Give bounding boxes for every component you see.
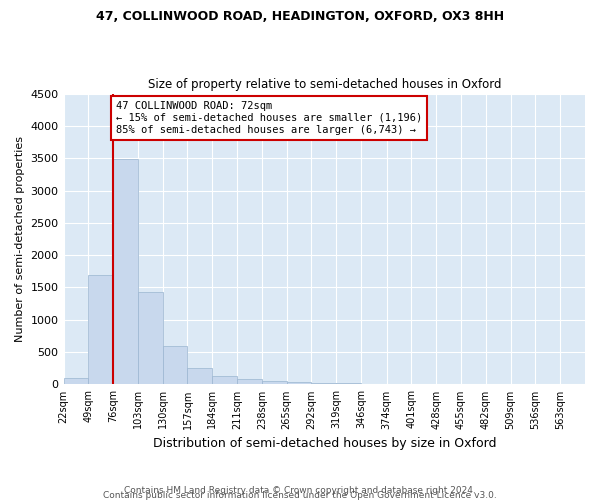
Text: 47, COLLINWOOD ROAD, HEADINGTON, OXFORD, OX3 8HH: 47, COLLINWOOD ROAD, HEADINGTON, OXFORD,… (96, 10, 504, 23)
Text: Contains public sector information licensed under the Open Government Licence v3: Contains public sector information licen… (103, 490, 497, 500)
Bar (287, 382, 311, 384)
Title: Size of property relative to semi-detached houses in Oxford: Size of property relative to semi-detach… (148, 78, 501, 91)
Text: Contains HM Land Registry data © Crown copyright and database right 2024.: Contains HM Land Registry data © Crown c… (124, 486, 476, 495)
Bar (163, 346, 187, 385)
Bar (138, 292, 163, 384)
X-axis label: Distribution of semi-detached houses by size in Oxford: Distribution of semi-detached houses by … (152, 437, 496, 450)
Bar (64, 378, 88, 384)
Bar (88, 274, 113, 384)
Bar (212, 376, 237, 384)
Bar (262, 381, 287, 384)
Bar (237, 380, 262, 384)
Bar (311, 383, 336, 384)
Bar (187, 368, 212, 384)
Text: 47 COLLINWOOD ROAD: 72sqm
← 15% of semi-detached houses are smaller (1,196)
85% : 47 COLLINWOOD ROAD: 72sqm ← 15% of semi-… (116, 102, 422, 134)
Y-axis label: Number of semi-detached properties: Number of semi-detached properties (15, 136, 25, 342)
Bar (113, 159, 138, 384)
